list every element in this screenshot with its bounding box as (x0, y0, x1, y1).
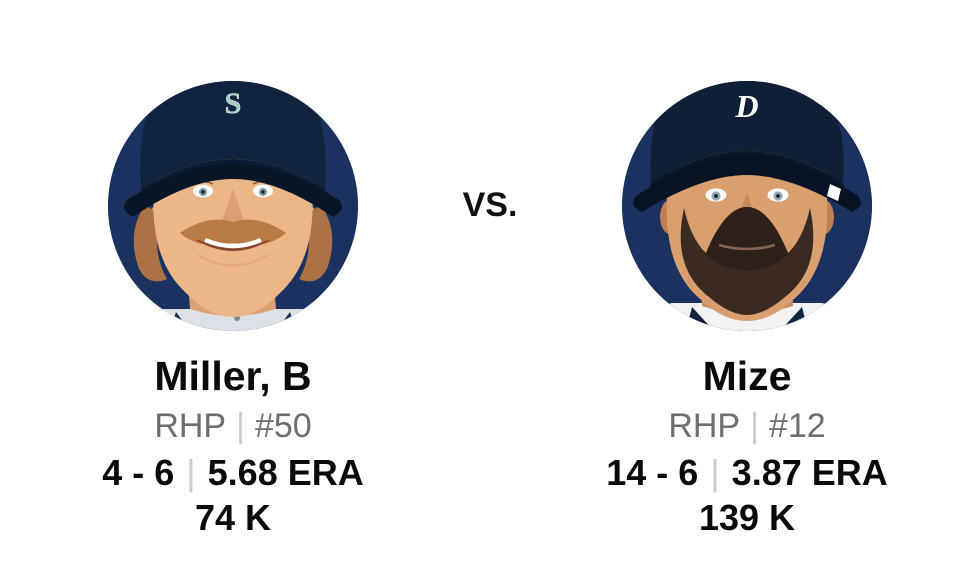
svg-text:D: D (734, 88, 758, 124)
svg-text:S: S (225, 87, 242, 120)
